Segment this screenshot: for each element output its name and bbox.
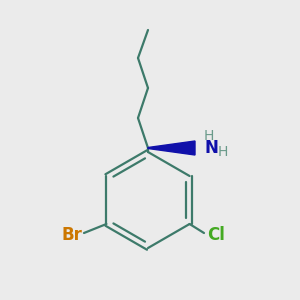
Text: H: H — [218, 145, 228, 159]
Text: H: H — [204, 129, 214, 143]
Polygon shape — [148, 141, 195, 155]
Text: Br: Br — [61, 226, 82, 244]
Text: N: N — [204, 139, 218, 157]
Text: Cl: Cl — [207, 226, 225, 244]
